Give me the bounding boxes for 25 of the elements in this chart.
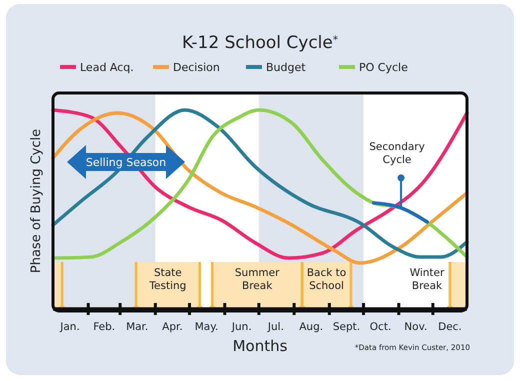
legend-label: Budget (266, 61, 306, 74)
x-tick-label: May. (194, 321, 218, 333)
x-tick-label: Jul. (266, 321, 284, 333)
x-tick-label: Sept. (332, 321, 360, 333)
band-label: Summer Break (234, 267, 280, 292)
x-tick-label: Jun. (230, 321, 252, 333)
chart-title: K-12 School Cycle$^{*}$ (182, 33, 338, 53)
x-tick-label: Dec. (438, 321, 462, 333)
x-tick-label: Feb. (93, 321, 116, 333)
legend-label: Decision (173, 61, 220, 74)
band-label: Back to School (306, 267, 346, 292)
band-label: State Testing (148, 267, 186, 292)
x-tick-label: Jan. (59, 321, 80, 333)
x-tick-label: Apr. (162, 321, 183, 333)
annotation: Selling Season (86, 156, 166, 169)
legend-label: PO Cycle (359, 61, 408, 74)
y-axis-title: Phase of Buying Cycle (29, 128, 44, 274)
band-label: Winter Break (410, 267, 445, 292)
legend-label: Lead Acq. (80, 61, 134, 74)
x-tick-label: Oct. (370, 321, 392, 333)
annotation: Secondary Cycle (369, 140, 425, 166)
x-axis-title: Months (232, 337, 288, 355)
x-tick-label: Aug. (299, 321, 324, 333)
x-tick-label: Nov. (404, 321, 428, 333)
x-tick-label: Mar. (126, 321, 148, 333)
